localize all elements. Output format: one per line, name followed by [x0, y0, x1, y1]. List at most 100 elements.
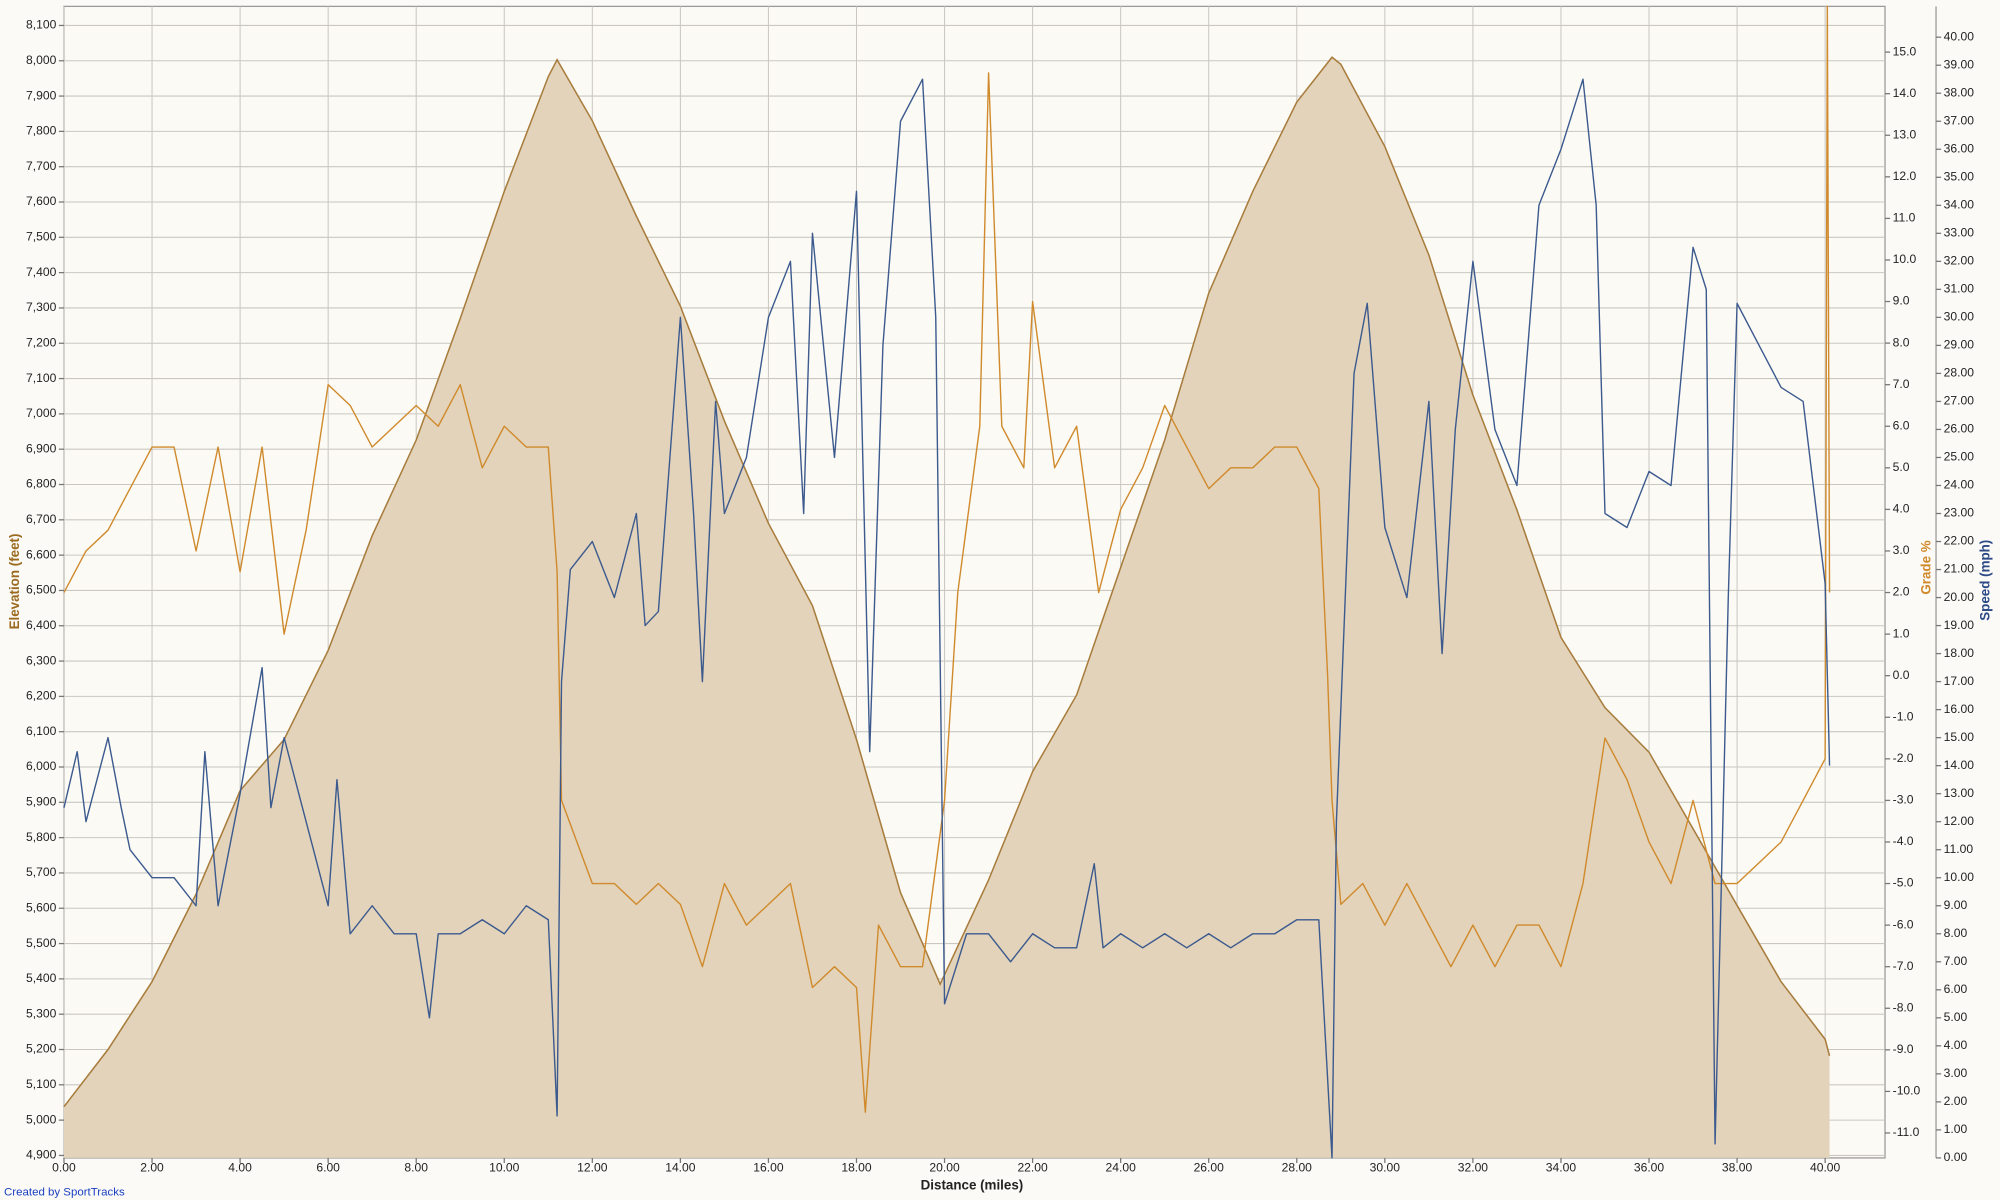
y2-tick-label: -2.0	[1893, 751, 1914, 765]
y3-tick-label: 37.00	[1944, 113, 1975, 127]
y-tick-label: 6,100	[26, 724, 57, 738]
y3-tick-label: 23.00	[1944, 506, 1975, 520]
y2-tick-label: 9.0	[1893, 294, 1910, 308]
y3-tick-label: 19.00	[1944, 618, 1975, 632]
y-tick-label: 6,400	[26, 618, 57, 632]
y3-tick-label: 40.00	[1944, 29, 1975, 43]
y-tick-label: 6,300	[26, 653, 57, 667]
y-tick-label: 7,900	[26, 88, 57, 102]
y3-tick-label: 22.00	[1944, 534, 1975, 548]
area-fill	[63, 57, 1830, 1158]
y3-tick-label: 13.00	[1944, 786, 1975, 800]
y-tick-label: 5,400	[26, 971, 57, 985]
y-tick-label: 5,200	[26, 1042, 57, 1056]
y-tick-label: 5,900	[26, 795, 57, 809]
y2-tick-label: 0.0	[1893, 668, 1910, 682]
x-tick-label: 32.00	[1458, 1160, 1489, 1174]
y-tick-label: 4,900	[26, 1148, 57, 1162]
y2-tick-label: -8.0	[1893, 1000, 1914, 1014]
y2-axis-title: Grade %	[1919, 540, 1934, 594]
x-axis-title: Distance (miles)	[921, 1178, 1024, 1193]
y3-tick-label: 14.00	[1944, 758, 1975, 772]
y-tick-label: 7,700	[26, 159, 57, 173]
x-tick-label: 40.00	[1810, 1160, 1841, 1174]
y-axis-title: Elevation (feet)	[7, 534, 22, 630]
y-tick-label: 7,500	[26, 230, 57, 244]
line	[63, 78, 1831, 1159]
y-tick-label: 5,300	[26, 1006, 57, 1020]
x-tick-label: 6.00	[316, 1160, 340, 1174]
x-tick-label: 38.00	[1722, 1160, 1753, 1174]
y2-tick-label: -7.0	[1893, 959, 1914, 973]
y2-tick-label: 3.0	[1893, 543, 1910, 557]
y3-tick-label: 30.00	[1944, 310, 1975, 324]
y-tick-label: 6,600	[26, 547, 57, 561]
x-tick-label: 34.00	[1546, 1160, 1577, 1174]
line	[63, 5, 1831, 1113]
y3-tick-label: 28.00	[1944, 366, 1975, 380]
y2-tick-label: 7.0	[1893, 377, 1910, 391]
y3-tick-label: 6.00	[1944, 982, 1968, 996]
y3-tick-label: 33.00	[1944, 226, 1975, 240]
y-tick-label: 7,400	[26, 265, 57, 279]
y3-tick-label: 27.00	[1944, 394, 1975, 408]
y-tick-label: 6,500	[26, 583, 57, 597]
y-tick-label: 6,900	[26, 441, 57, 455]
y3-tick-label: 15.00	[1944, 730, 1975, 744]
tick-labels: 0.00 2.00 4.00 6.00 8.00 10.00 12.00 14.00 16.00…	[26, 18, 1974, 1175]
y-tick-label: 7,100	[26, 371, 57, 385]
y3-tick-label: 7.00	[1944, 954, 1968, 968]
y3-tick-label: 5.00	[1944, 1010, 1968, 1024]
y2-tick-label: -3.0	[1893, 793, 1914, 807]
y3-tick-label: 20.00	[1944, 590, 1975, 604]
y-tick-label: 5,100	[26, 1077, 57, 1091]
y3-tick-label: 4.00	[1944, 1038, 1968, 1052]
y3-tick-label: 17.00	[1944, 674, 1975, 688]
y3-tick-label: 11.00	[1944, 842, 1974, 856]
area-line	[63, 56, 1831, 1108]
x-tick-label: 12.00	[577, 1160, 608, 1174]
y2-tick-label: 11.0	[1893, 211, 1916, 225]
y3-tick-label: 25.00	[1944, 450, 1975, 464]
y2-tick-label: 5.0	[1893, 460, 1910, 474]
y2-tick-label: 2.0	[1893, 585, 1910, 599]
x-tick-label: 10.00	[489, 1160, 520, 1174]
x-tick-label: 16.00	[753, 1160, 784, 1174]
y2-tick-label: -11.0	[1893, 1125, 1920, 1139]
y-tick-label: 6,700	[26, 512, 57, 526]
footer[interactable]: Created by SportTracks	[4, 1186, 125, 1198]
y3-tick-label: 26.00	[1944, 422, 1975, 436]
y-tick-label: 6,000	[26, 759, 57, 773]
y3-tick-label: 12.00	[1944, 814, 1975, 828]
x-tick-label: 36.00	[1634, 1160, 1665, 1174]
y3-tick-label: 10.00	[1944, 870, 1975, 884]
x-tick-label: 2.00	[140, 1160, 164, 1174]
y3-tick-label: 38.00	[1944, 85, 1975, 99]
y2-tick-label: -1.0	[1893, 709, 1914, 723]
y-tick-label: 7,800	[26, 124, 57, 138]
y3-tick-label: 32.00	[1944, 254, 1975, 268]
y2-tick-label: 6.0	[1893, 418, 1910, 432]
marks	[63, 5, 1831, 1159]
y3-tick-label: 35.00	[1944, 169, 1975, 183]
y2-tick-label: -6.0	[1893, 917, 1914, 931]
x-tick-label: 22.00	[1017, 1160, 1048, 1174]
x-tick-label: 18.00	[841, 1160, 872, 1174]
y-tick-label: 5,600	[26, 900, 57, 914]
y-tick-label: 6,800	[26, 477, 57, 491]
x-tick-label: 30.00	[1370, 1160, 1401, 1174]
y2-tick-label: -9.0	[1893, 1042, 1914, 1056]
y2-tick-label: 4.0	[1893, 502, 1910, 516]
x-tick-label: 20.00	[929, 1160, 960, 1174]
x-tick-label: 14.00	[665, 1160, 696, 1174]
y-tick-label: 6,200	[26, 689, 57, 703]
y-tick-label: 5,800	[26, 830, 57, 844]
y3-tick-label: 2.00	[1944, 1094, 1968, 1108]
y3-tick-label: 16.00	[1944, 702, 1975, 716]
y3-tick-label: 34.00	[1944, 198, 1975, 212]
y2-tick-label: 1.0	[1893, 626, 1910, 640]
x-tick-label: 8.00	[404, 1160, 428, 1174]
y2-tick-label: 13.0	[1893, 127, 1917, 141]
y3-axis-title: Speed (mph)	[1977, 540, 1992, 621]
